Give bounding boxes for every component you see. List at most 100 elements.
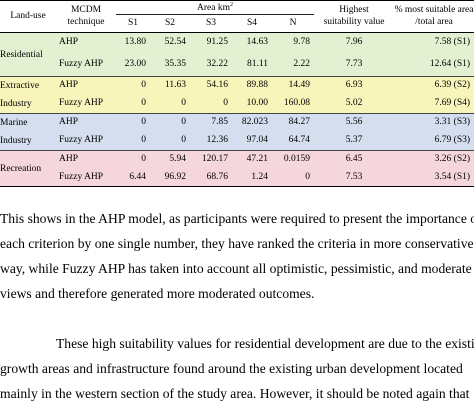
s4-cell: 1.24	[232, 168, 272, 187]
text-line: views and therefore generated more moder…	[0, 286, 315, 301]
s1-cell: 6.44	[116, 168, 150, 187]
s1-cell: 23.00	[116, 52, 150, 77]
table-row: Recreation AHP 0 5.94 120.17 47.21 0.0159 6.45 3…	[0, 150, 474, 187]
n-cell: 64.74	[272, 130, 315, 151]
s4-cell: 81.11	[232, 52, 272, 77]
method-cell: Fuzzy AHP	[56, 52, 116, 77]
table-row: Marine Industry AHP 0 0 7.85 82.023 84.27 5.56 3.…	[0, 112, 474, 151]
land-use-label: Industry	[0, 99, 32, 109]
s4-cell: 47.21	[232, 150, 272, 169]
method-cell: AHP	[56, 112, 116, 131]
s3-cell: 68.76	[190, 168, 232, 187]
land-use-label: Extractive	[0, 81, 40, 91]
text-line: way, while Fuzzy AHP has taken into acco…	[0, 261, 472, 276]
n-cell: 9.78	[272, 32, 315, 53]
s2-cell: 96.92	[150, 168, 190, 187]
s4-cell: 14.63	[232, 32, 272, 53]
land-use-cell: Marine Industry	[0, 113, 56, 151]
n-cell: 84.27	[272, 112, 315, 131]
text-line: growth areas and infrastructure found ar…	[0, 361, 463, 376]
table-body: Residential AHP 13.80 52.54 91.25 14.63 9.78 7.…	[0, 32, 474, 187]
n-cell: 2.22	[272, 52, 315, 77]
s1-cell: 0	[116, 112, 150, 131]
s3-cell: 32.22	[190, 52, 232, 77]
method-cell: Fuzzy AHP	[56, 168, 116, 187]
method-cell: AHP	[56, 150, 116, 169]
header-s3: S3	[190, 14, 232, 33]
land-use-cell: Recreation	[0, 150, 56, 187]
header-highest-suitability: Highest suitability value	[314, 0, 395, 33]
n-cell: 0	[272, 168, 315, 187]
highest-suitability-cell: 7.96	[314, 32, 395, 53]
s4-cell: 10.00	[232, 95, 272, 114]
highest-suitability-cell: 5.02	[314, 95, 395, 114]
land-use-label: Industry	[0, 136, 32, 146]
n-cell: 160.08	[272, 95, 315, 114]
highest-suitability-cell: 7.73	[314, 52, 395, 77]
most-suitable-area-cell: 7.69 (S4)	[394, 95, 474, 114]
header-s4: S4	[232, 14, 272, 33]
s2-cell: 0	[150, 112, 190, 131]
most-suitable-area-cell: 6.79 (S3)	[394, 130, 474, 151]
table-row: Fuzzy AHP 0 0 12.36 97.04 64.74 5.37 6.79 (S3)	[0, 130, 474, 151]
s3-cell: 120.17	[190, 150, 232, 169]
s2-cell: 35.35	[150, 52, 190, 77]
most-suitable-area-cell: 6.39 (S2)	[394, 76, 474, 95]
table-row: Fuzzy AHP 6.44 96.92 68.76 1.24 0 7.53 3.54 (S1…	[0, 168, 474, 187]
s1-cell: 13.80	[116, 32, 150, 53]
s3-cell: 12.36	[190, 130, 232, 151]
table-row: Fuzzy AHP 0 0 0 10.00 160.08 5.02 7.69 (S4)	[0, 95, 474, 114]
s1-cell: 0	[116, 150, 150, 169]
land-use-cell: Residential	[0, 32, 56, 77]
s3-cell: 0	[190, 95, 232, 114]
table-row: Residential AHP 13.80 52.54 91.25 14.63 9.78 7.…	[0, 32, 474, 77]
header-n: N	[272, 14, 315, 33]
header-most-suitable-area: % most suitable area /total area	[394, 0, 474, 33]
most-suitable-area-cell: 12.64 (S1)	[394, 52, 474, 77]
body-text: This shows in the AHP model, as particip…	[0, 206, 474, 406]
s1-cell: 0	[116, 95, 150, 114]
most-suitable-area-cell: 7.58 (S1)	[394, 32, 474, 53]
s3-cell: 91.25	[190, 32, 232, 53]
n-cell: 14.49	[272, 76, 315, 95]
s4-cell: 82.023	[232, 112, 272, 131]
land-use-label: Residential	[0, 49, 43, 60]
table-header: Land-use MCDM technique Area km2 Highest…	[0, 0, 474, 33]
text-line: These high suitability values for reside…	[56, 336, 474, 351]
s4-cell: 89.88	[232, 76, 272, 95]
paragraph: These high suitability values for reside…	[0, 331, 474, 406]
highest-suitability-cell: 6.45	[314, 150, 395, 169]
text-line: mainly in the western section of the stu…	[0, 386, 470, 401]
s1-cell: 0	[116, 76, 150, 95]
text-line: This shows in the AHP model, as particip…	[0, 211, 474, 226]
paragraph: This shows in the AHP model, as particip…	[0, 206, 474, 306]
land-use-suitability-table: Land-use MCDM technique Area km2 Highest…	[0, 0, 474, 187]
header-mcdm-technique: MCDM technique	[56, 0, 116, 33]
s2-cell: 11.63	[150, 76, 190, 95]
text-line: each criterion by one single number, the…	[0, 236, 474, 251]
table-row: Fuzzy AHP 23.00 35.35 32.22 81.11 2.22 7.73 12.…	[0, 52, 474, 77]
most-suitable-area-cell: 3.31 (S3)	[394, 112, 474, 131]
method-cell: AHP	[56, 76, 116, 95]
n-cell: 0.0159	[272, 150, 315, 169]
land-use-label: Recreation	[0, 163, 42, 174]
header-s1: S1	[116, 14, 150, 33]
highest-suitability-cell: 7.53	[314, 168, 395, 187]
highest-suitability-cell: 5.37	[314, 130, 395, 151]
header-land-use: Land-use	[0, 0, 56, 33]
land-use-label: Marine	[0, 118, 28, 128]
header-area: Area km2	[116, 0, 315, 15]
s2-cell: 5.94	[150, 150, 190, 169]
highest-suitability-cell: 6.93	[314, 76, 395, 95]
method-cell: Fuzzy AHP	[56, 95, 116, 114]
header-s2: S2	[150, 14, 190, 33]
method-cell: Fuzzy AHP	[56, 130, 116, 151]
s2-cell: 0	[150, 95, 190, 114]
method-cell: AHP	[56, 32, 116, 53]
s3-cell: 7.85	[190, 112, 232, 131]
s1-cell: 0	[116, 130, 150, 151]
s2-cell: 52.54	[150, 32, 190, 53]
highest-suitability-cell: 5.56	[314, 112, 395, 131]
s3-cell: 54.16	[190, 76, 232, 95]
